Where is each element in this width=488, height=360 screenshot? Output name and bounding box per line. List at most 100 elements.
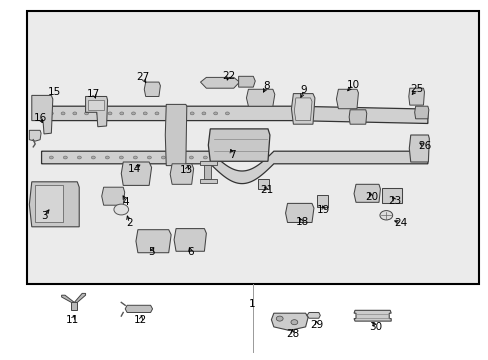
Circle shape	[131, 112, 135, 115]
Circle shape	[203, 156, 207, 159]
Circle shape	[133, 156, 137, 159]
Circle shape	[147, 156, 151, 159]
Circle shape	[61, 112, 65, 115]
Text: 26: 26	[417, 141, 430, 151]
Circle shape	[143, 112, 147, 115]
Text: 16: 16	[33, 113, 47, 123]
Circle shape	[202, 112, 205, 115]
Circle shape	[190, 112, 194, 115]
Polygon shape	[85, 96, 107, 127]
Polygon shape	[71, 302, 77, 310]
Polygon shape	[125, 305, 152, 312]
Bar	[258, 179, 268, 189]
Bar	[199, 179, 216, 183]
Circle shape	[225, 112, 229, 115]
Circle shape	[178, 112, 182, 115]
Text: 25: 25	[409, 84, 423, 94]
Text: 20: 20	[365, 192, 377, 202]
Circle shape	[166, 112, 170, 115]
Text: 5: 5	[148, 247, 155, 257]
Text: 23: 23	[387, 196, 401, 206]
Polygon shape	[41, 151, 427, 184]
Text: 15: 15	[48, 87, 61, 97]
Circle shape	[120, 112, 123, 115]
Polygon shape	[35, 185, 62, 222]
Polygon shape	[170, 164, 193, 184]
Text: 24: 24	[393, 218, 407, 228]
Text: 3: 3	[41, 211, 47, 221]
Text: 9: 9	[300, 85, 307, 95]
Circle shape	[379, 211, 392, 220]
Text: 19: 19	[316, 204, 330, 215]
Text: 6: 6	[187, 247, 194, 257]
Text: 4: 4	[122, 197, 129, 207]
Text: 17: 17	[87, 89, 101, 99]
Circle shape	[84, 112, 88, 115]
Polygon shape	[174, 229, 206, 251]
Polygon shape	[208, 129, 269, 161]
Circle shape	[189, 156, 193, 159]
Polygon shape	[306, 312, 320, 318]
Text: 10: 10	[346, 80, 359, 90]
Text: 21: 21	[259, 185, 273, 195]
Polygon shape	[246, 89, 274, 106]
Polygon shape	[336, 89, 358, 109]
Polygon shape	[294, 98, 311, 121]
Polygon shape	[165, 104, 186, 166]
Circle shape	[161, 156, 165, 159]
Text: 2: 2	[126, 218, 133, 228]
Text: 14: 14	[127, 164, 141, 174]
Bar	[204, 165, 211, 179]
Text: 27: 27	[136, 72, 149, 82]
Polygon shape	[353, 184, 380, 202]
Text: 8: 8	[263, 81, 269, 91]
Text: 7: 7	[228, 150, 235, 160]
Polygon shape	[29, 182, 79, 227]
Polygon shape	[285, 203, 313, 222]
Text: 29: 29	[309, 320, 323, 330]
Bar	[27, 11, 478, 284]
Circle shape	[105, 156, 109, 159]
Circle shape	[276, 316, 283, 321]
Polygon shape	[408, 135, 428, 162]
Polygon shape	[29, 130, 41, 141]
Circle shape	[49, 156, 53, 159]
Polygon shape	[238, 76, 255, 87]
Text: 12: 12	[134, 315, 147, 325]
Bar	[88, 100, 103, 110]
Polygon shape	[271, 313, 307, 330]
Circle shape	[155, 112, 159, 115]
Text: 13: 13	[180, 165, 193, 175]
Polygon shape	[408, 88, 424, 105]
Polygon shape	[348, 110, 366, 124]
Polygon shape	[61, 295, 74, 302]
Polygon shape	[121, 162, 151, 185]
Text: 11: 11	[65, 315, 79, 325]
Circle shape	[213, 112, 217, 115]
Circle shape	[77, 156, 81, 159]
Polygon shape	[353, 310, 390, 321]
Circle shape	[73, 112, 77, 115]
Polygon shape	[200, 77, 239, 88]
Circle shape	[119, 156, 123, 159]
Text: 18: 18	[295, 217, 308, 228]
Text: 28: 28	[285, 329, 299, 339]
Circle shape	[96, 112, 100, 115]
Text: 22: 22	[222, 71, 235, 81]
Text: 1: 1	[248, 299, 255, 309]
Circle shape	[91, 156, 95, 159]
Polygon shape	[144, 82, 160, 96]
Polygon shape	[291, 94, 314, 124]
Circle shape	[63, 156, 67, 159]
Bar	[199, 161, 216, 165]
Polygon shape	[414, 106, 428, 119]
Circle shape	[175, 156, 179, 159]
Polygon shape	[74, 293, 85, 302]
Circle shape	[114, 204, 128, 215]
Bar	[316, 195, 327, 207]
Text: 30: 30	[368, 322, 381, 332]
Polygon shape	[102, 187, 124, 205]
Circle shape	[49, 112, 53, 115]
Bar	[382, 188, 401, 203]
Circle shape	[108, 112, 112, 115]
